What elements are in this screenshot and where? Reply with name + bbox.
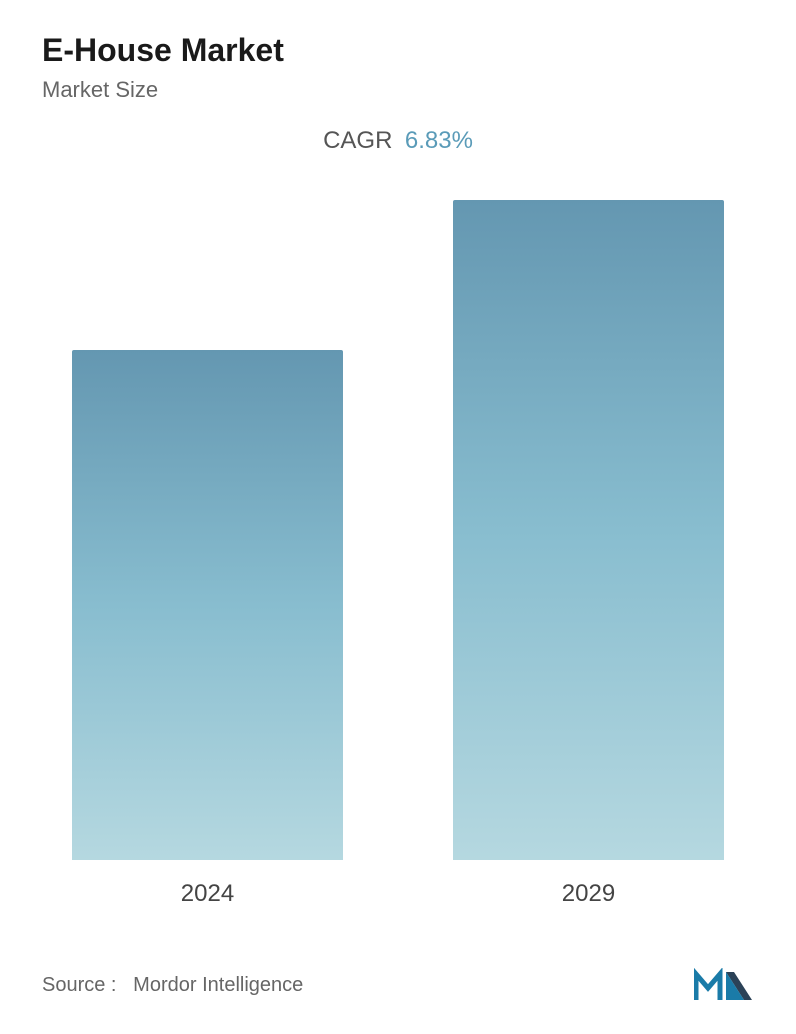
source-value: Mordor Intelligence <box>133 974 303 996</box>
chart-title: E-House Market <box>42 32 754 69</box>
chart-subtitle: Market Size <box>42 77 754 103</box>
mordor-logo-icon <box>694 968 754 1002</box>
source-text: Source : Mordor Intelligence <box>42 974 303 997</box>
cagr-label: CAGR <box>323 127 392 154</box>
cagr-value: 6.83% <box>405 127 473 154</box>
source-label: Source : <box>42 974 116 996</box>
chart-container: E-House Market Market Size CAGR 6.83% 20… <box>0 0 796 1034</box>
bar-label-2024: 2024 <box>181 880 234 908</box>
chart-footer: Source : Mordor Intelligence <box>42 958 754 1002</box>
bar-2029 <box>453 200 724 860</box>
bar-group-2029: 2029 <box>453 200 724 908</box>
cagr-indicator: CAGR 6.83% <box>42 127 754 155</box>
bar-label-2029: 2029 <box>562 880 615 908</box>
bar-2024 <box>72 350 343 860</box>
bar-chart: 2024 2029 <box>42 175 754 928</box>
bar-group-2024: 2024 <box>72 350 343 908</box>
